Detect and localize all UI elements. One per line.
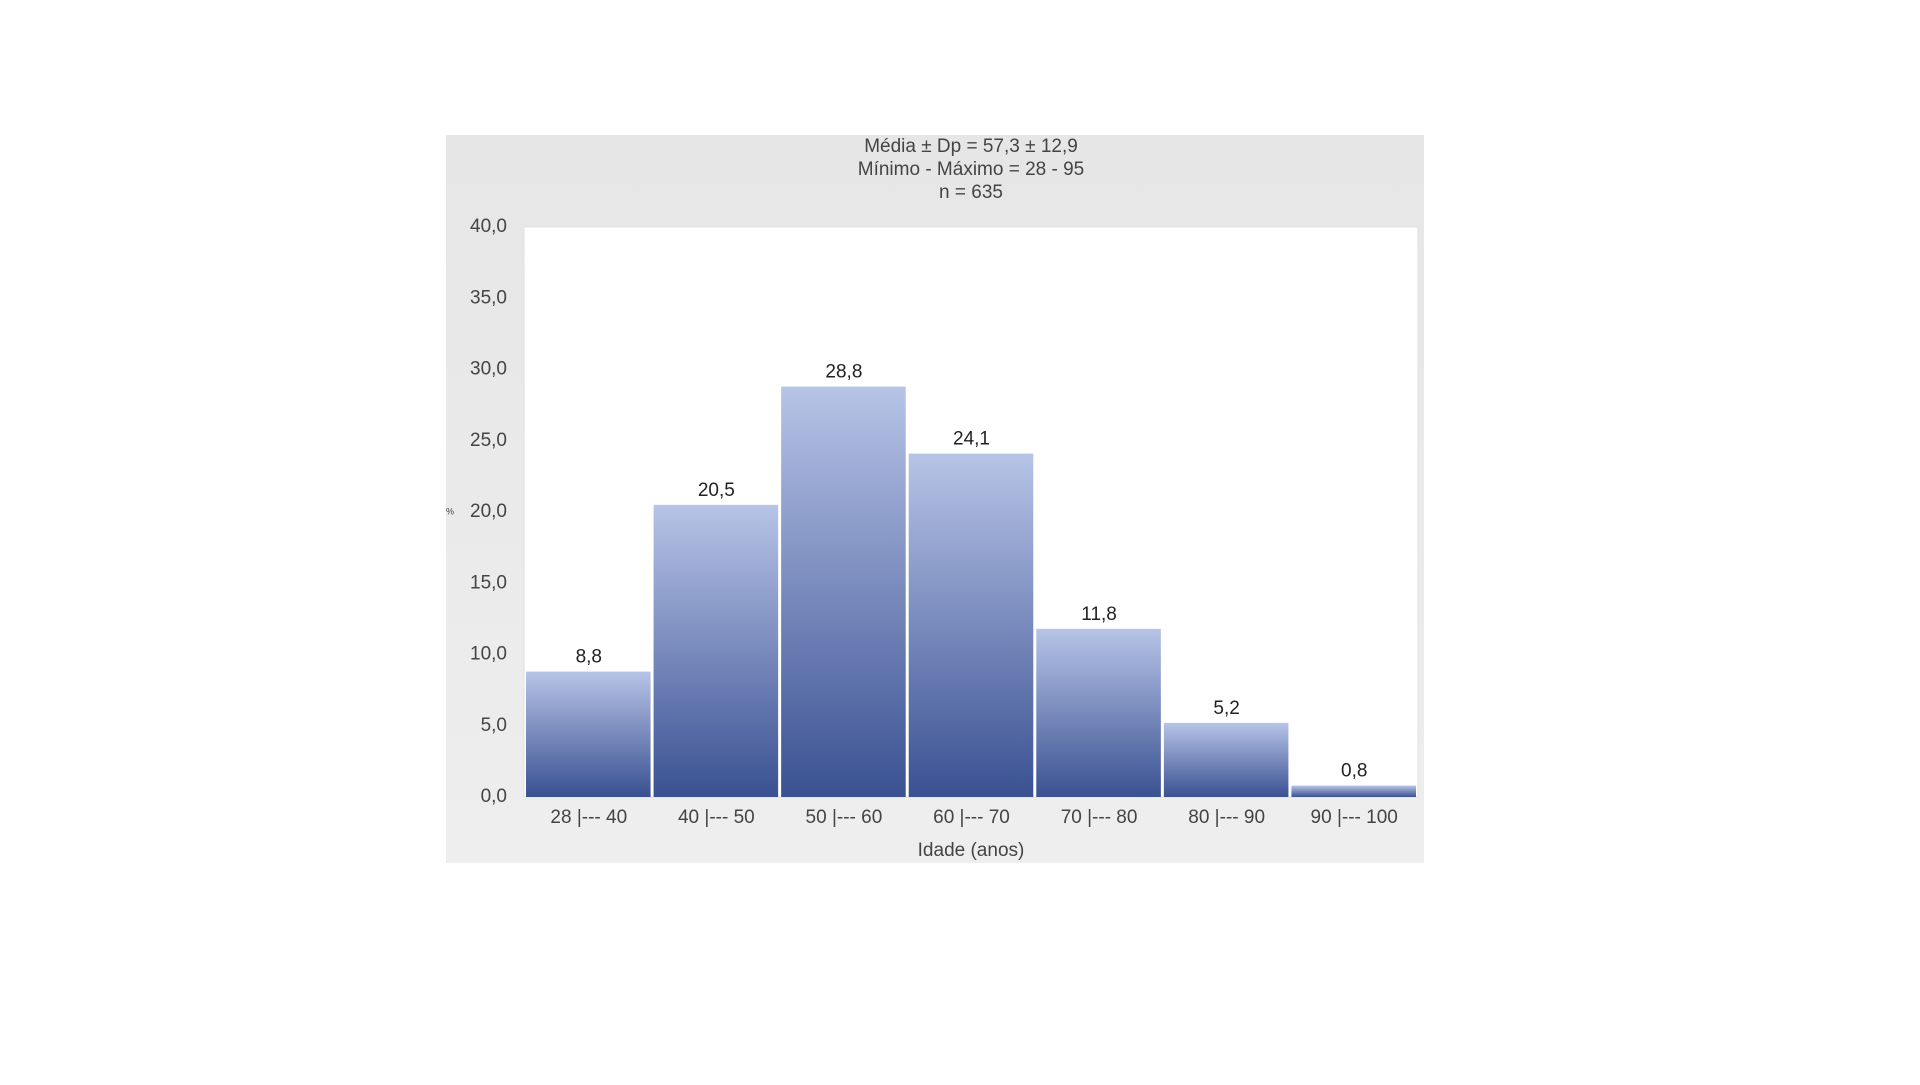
x-tick-label: 50 |--- 60 bbox=[806, 807, 883, 828]
x-tick-label: 40 |--- 50 bbox=[678, 807, 755, 828]
y-tick-label: 15,0 bbox=[470, 572, 507, 593]
x-tick-label: 28 |--- 40 bbox=[550, 807, 627, 828]
y-tick-label: 20,0 bbox=[470, 501, 507, 522]
y-tick-label: 35,0 bbox=[470, 287, 507, 308]
x-tick-label: 60 |--- 70 bbox=[933, 807, 1010, 828]
bar bbox=[526, 671, 651, 797]
bar bbox=[1163, 722, 1289, 797]
annotation: n = 635 bbox=[939, 182, 1003, 203]
value-label: 11,8 bbox=[1081, 604, 1117, 625]
value-label: 28,8 bbox=[825, 362, 862, 383]
y-axis-label: % bbox=[446, 506, 454, 516]
y-tick-label: 25,0 bbox=[470, 430, 507, 451]
chart-subtitle: Mínimo - Máximo = 28 - 95 bbox=[858, 159, 1085, 180]
bar bbox=[1036, 628, 1161, 797]
y-tick-label: 0,0 bbox=[481, 786, 507, 807]
value-label: 8,8 bbox=[576, 647, 602, 668]
bar bbox=[1291, 785, 1416, 797]
bar bbox=[653, 504, 779, 797]
value-label: 20,5 bbox=[698, 480, 735, 501]
bar bbox=[781, 386, 906, 797]
value-label: 0,8 bbox=[1341, 761, 1367, 782]
y-tick-label: 30,0 bbox=[470, 359, 507, 380]
y-tick-label: 10,0 bbox=[470, 644, 507, 665]
y-tick-label: 5,0 bbox=[481, 715, 507, 736]
x-tick-label: 90 |--- 100 bbox=[1311, 807, 1398, 828]
x-axis-label: Idade (anos) bbox=[918, 840, 1025, 861]
x-tick-label: 80 |--- 90 bbox=[1188, 807, 1265, 828]
bar bbox=[908, 453, 1034, 797]
chart-title: Média ± Dp = 57,3 ± 12,9 bbox=[864, 136, 1078, 157]
value-label: 24,1 bbox=[953, 429, 990, 450]
y-tick-label: 40,0 bbox=[470, 216, 507, 237]
x-tick-label: 70 |--- 80 bbox=[1061, 807, 1138, 828]
value-label: 5,2 bbox=[1213, 698, 1239, 719]
